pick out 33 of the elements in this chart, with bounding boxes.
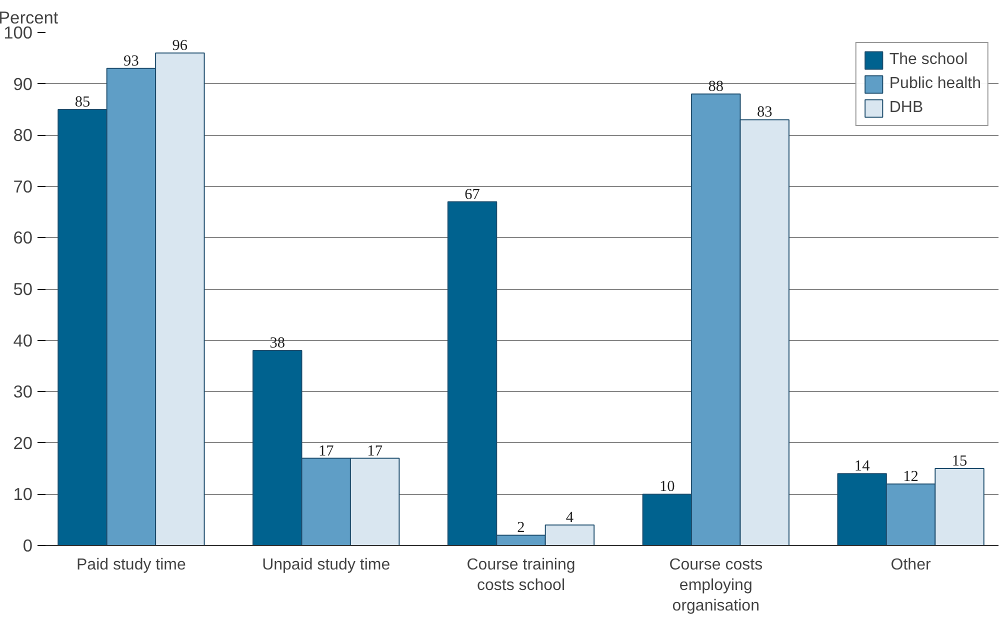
legend-label: DHB: [889, 99, 924, 117]
x-tick-label: Course training costs school: [466, 556, 576, 594]
legend-label: Public health: [889, 75, 981, 93]
legend-label: The school: [889, 51, 968, 69]
data-label: 2: [517, 519, 525, 536]
y-tick-label: 90: [13, 74, 33, 94]
y-tick-label: 80: [13, 125, 33, 146]
y-tick-label: 10: [13, 484, 33, 504]
y-tick-label: 0: [22, 536, 33, 556]
x-tick-label: Paid study time: [76, 556, 186, 574]
x-tick-label: Unpaid study time: [262, 556, 390, 574]
x-tick-label: Course costs employing organisation: [669, 556, 763, 614]
data-label: 14: [854, 458, 870, 475]
data-label: 17: [367, 442, 383, 460]
data-label: 4: [566, 508, 574, 526]
x-tick-label: Other: [890, 556, 932, 574]
data-label: 38: [270, 334, 286, 352]
y-tick-label: 20: [13, 432, 33, 453]
y-tick-label: 50: [13, 279, 33, 299]
data-label: 83: [756, 104, 773, 121]
y-tick-label: 60: [13, 228, 33, 248]
data-label: 15: [952, 452, 968, 470]
data-label: 67: [464, 186, 480, 203]
data-label: 85: [74, 93, 90, 110]
data-label: 93: [124, 52, 140, 70]
data-label: 88: [708, 78, 724, 96]
y-tick-label: 40: [13, 330, 33, 350]
y-tick-label: 70: [13, 176, 33, 196]
data-label: 96: [172, 37, 188, 54]
y-tick-label: 30: [13, 382, 33, 402]
data-label: 17: [318, 442, 334, 460]
data-label: 12: [903, 468, 918, 485]
data-label: 10: [660, 478, 676, 496]
